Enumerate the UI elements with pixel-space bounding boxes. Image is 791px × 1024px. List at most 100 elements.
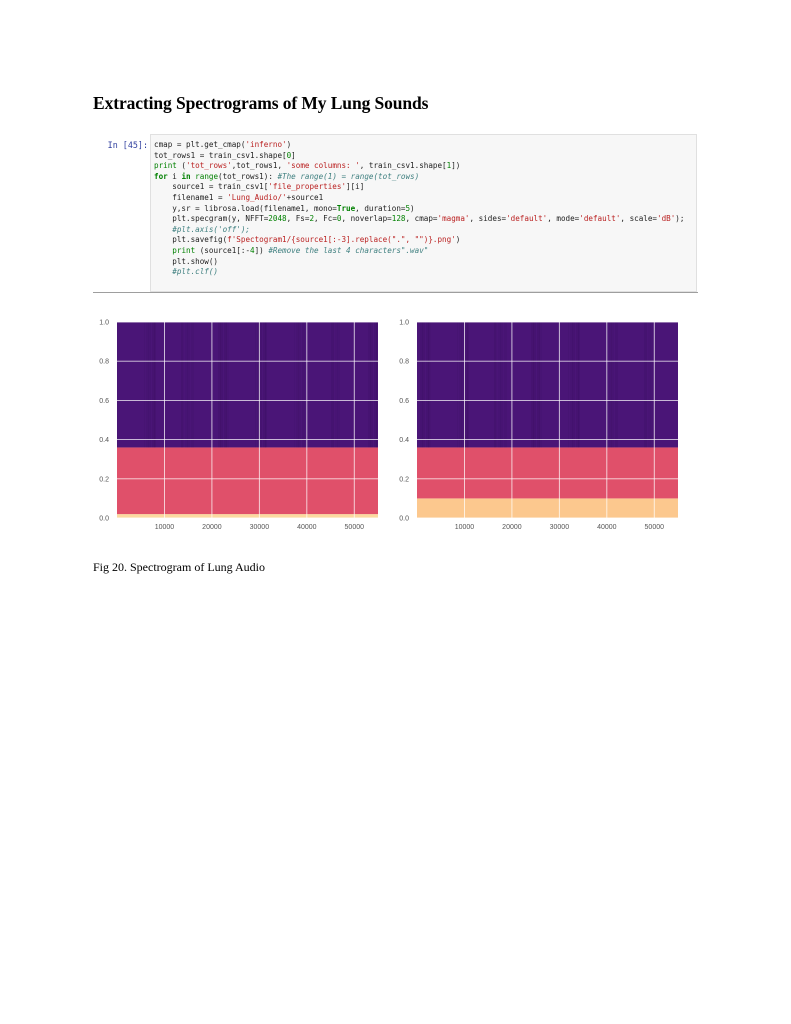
spectrogram-streak bbox=[467, 322, 469, 448]
page-heading: Extracting Spectrograms of My Lung Sound… bbox=[93, 93, 429, 113]
y-tick-label: 1.0 bbox=[99, 320, 109, 327]
cell-divider bbox=[93, 292, 698, 293]
code-line: y,sr = librosa.load(filename1, mono=True… bbox=[154, 203, 415, 213]
spectrogram-band bbox=[117, 322, 378, 448]
code-line: print (source1[:-4]) #Remove the last 4 … bbox=[172, 245, 429, 255]
spectrogram-panel: 10000 20000 30000 40000 50000 0.0 0.2 0.4 0.6 0.8… bbox=[399, 320, 678, 531]
spectrogram-streak bbox=[500, 322, 502, 448]
spectrogram-band bbox=[417, 498, 678, 518]
spectrogram-streak bbox=[265, 322, 267, 448]
code-line: print ('tot_rows',tot_rows1, 'some colum… bbox=[154, 161, 461, 171]
spectrogram-streak bbox=[183, 322, 184, 448]
spectrogram-streak bbox=[224, 322, 227, 448]
spectrogram-streak bbox=[494, 322, 496, 448]
spectrogram-streak bbox=[570, 322, 573, 448]
spectrogram-streak bbox=[296, 322, 299, 448]
spectrogram-streak bbox=[531, 322, 534, 448]
spectrogram-band bbox=[117, 514, 378, 518]
spectrogram-streak bbox=[335, 322, 338, 448]
spectrogram-streak bbox=[430, 322, 431, 448]
spectrogram-streak bbox=[300, 322, 301, 448]
code-line: plt.savefig(f'Spectogram1/{source1[:-3].… bbox=[154, 235, 461, 245]
spectrogram-streak bbox=[459, 322, 462, 448]
code-line: #plt.clf() bbox=[154, 267, 219, 277]
y-tick-label: 0.6 bbox=[399, 398, 409, 405]
spectrogram-streak bbox=[333, 322, 334, 448]
code-line: for i in range(tot_rows1): #The range(1)… bbox=[154, 171, 420, 181]
spectrogram-streak bbox=[220, 322, 222, 448]
x-tick-label: 40000 bbox=[297, 524, 317, 531]
spectrogram-streak bbox=[261, 322, 262, 448]
spectrogram-streak bbox=[539, 322, 541, 448]
spectrogram-streak bbox=[574, 322, 575, 448]
spectrogram-streak bbox=[374, 322, 377, 448]
spectrogram-streak bbox=[615, 322, 618, 448]
spectrogram-streak bbox=[185, 322, 188, 448]
y-tick-label: 0.0 bbox=[99, 516, 109, 523]
code-line: filename1 = 'Lung_Audio/'+source1 bbox=[154, 192, 324, 202]
figure-caption: Fig 20. Spectrogram of Lung Audio bbox=[93, 560, 265, 574]
spectrogram-streak bbox=[228, 322, 229, 448]
spectrogram-streak bbox=[428, 322, 430, 448]
y-tick-label: 0.8 bbox=[399, 359, 409, 366]
code-line: cmap = plt.get_cmap('inferno') bbox=[154, 140, 292, 149]
spectrogram-streak bbox=[152, 322, 155, 448]
spectrogram-streak bbox=[646, 322, 647, 448]
spectrogram-streak bbox=[465, 322, 468, 448]
spectrogram-streak bbox=[148, 322, 150, 448]
y-tick-label: 0.8 bbox=[99, 359, 109, 366]
y-tick-label: 0.6 bbox=[99, 398, 109, 405]
code-line: plt.specgram(y, NFFT=2048, Fs=2, Fc=0, n… bbox=[154, 214, 685, 224]
spectrogram-streak bbox=[504, 322, 507, 448]
spectrogram-streak bbox=[257, 322, 260, 448]
spectrogram-streak bbox=[331, 322, 333, 448]
spectrogram-streak bbox=[302, 322, 305, 448]
spectrogram-streak bbox=[572, 322, 574, 448]
spectrogram-streak bbox=[259, 322, 261, 448]
spectrogram-streak bbox=[502, 322, 503, 448]
spectrogram-streak bbox=[154, 322, 156, 448]
spectrogram-streak bbox=[226, 322, 228, 448]
x-tick-label: 20000 bbox=[502, 524, 522, 531]
spectrogram-streak bbox=[496, 322, 497, 448]
y-tick-label: 0.0 bbox=[399, 516, 409, 523]
spectrogram-streak bbox=[533, 322, 535, 448]
spectrogram-streak bbox=[461, 322, 463, 448]
y-tick-label: 0.4 bbox=[399, 437, 409, 444]
x-tick-label: 20000 bbox=[202, 524, 222, 531]
spectrogram-band bbox=[117, 447, 378, 515]
spectrogram-streak bbox=[457, 322, 458, 448]
spectrogram-band bbox=[417, 447, 678, 499]
x-tick-label: 50000 bbox=[645, 524, 665, 531]
spectrogram-streak bbox=[150, 322, 151, 448]
spectrogram-streak bbox=[368, 322, 371, 448]
code-cell[interactable]: cmap = plt.get_cmap('inferno') tot_rows1 … bbox=[150, 134, 697, 292]
spectrogram-streak bbox=[576, 322, 579, 448]
spectrogram-streak bbox=[222, 322, 223, 448]
spectrogram-streak bbox=[652, 322, 653, 448]
spectrogram-streak bbox=[648, 322, 651, 448]
spectrogram-streak bbox=[146, 322, 149, 448]
spectrogram-streak bbox=[376, 322, 378, 448]
code-line: tot_rows1 = train_csv1.shape[0] bbox=[154, 150, 296, 160]
spectrogram-streak bbox=[263, 322, 266, 448]
x-tick-label: 30000 bbox=[550, 524, 570, 531]
spectrogram-streak bbox=[117, 322, 118, 448]
spectrogram-streak bbox=[541, 322, 542, 448]
spectrogram-streak bbox=[650, 322, 652, 448]
spectrogram-streak bbox=[611, 322, 613, 448]
spectrogram-streak bbox=[189, 322, 190, 448]
spectrogram-streak bbox=[422, 322, 424, 448]
code-block: cmap = plt.get_cmap('inferno') tot_rows1 … bbox=[151, 135, 696, 278]
y-tick-label: 0.2 bbox=[99, 476, 109, 483]
spectrogram-streak bbox=[144, 322, 145, 448]
spectrogram-streak bbox=[181, 322, 183, 448]
spectrogram-streak bbox=[424, 322, 425, 448]
spectrogram-panel: 10000 20000 30000 40000 50000 0.0 0.2 0.4 0.6 0.8… bbox=[99, 320, 378, 531]
spectrogram-figure: 10000 20000 30000 40000 50000 0.0 0.2 0.4 0.6 0.8… bbox=[93, 313, 698, 543]
spectrogram-streak bbox=[609, 322, 612, 448]
spectrogram-streak bbox=[644, 322, 646, 448]
y-tick-label: 1.0 bbox=[399, 320, 409, 327]
spectrogram-svg: 10000 20000 30000 40000 50000 0.0 0.2 0.4 0.6 0.8… bbox=[99, 320, 678, 531]
x-tick-label: 30000 bbox=[250, 524, 270, 531]
